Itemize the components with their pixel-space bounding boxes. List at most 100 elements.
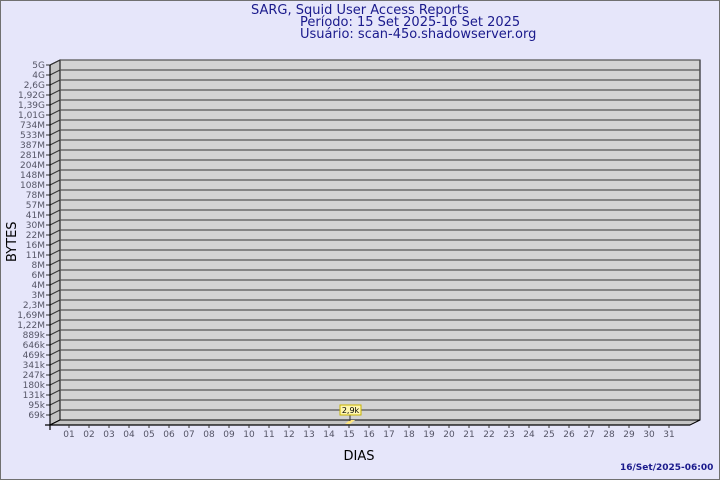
- x-tick-label: 21: [463, 430, 474, 440]
- y-tick-label: 8M: [32, 261, 46, 271]
- gridline-side: [49, 219, 61, 226]
- gridline-side: [49, 139, 61, 146]
- y-tick-label: 204M: [20, 161, 45, 171]
- x-tick-label: 18: [403, 430, 415, 440]
- y-tick-label: 734M: [20, 121, 45, 131]
- x-tick-label: 30: [643, 430, 655, 440]
- x-tick-label: 20: [443, 430, 455, 440]
- y-tick-label: 533M: [20, 131, 45, 141]
- y-tick-label: 387M: [20, 141, 45, 151]
- gridline-side: [49, 69, 61, 76]
- gridline-side: [49, 249, 61, 256]
- y-tick-label: 148M: [20, 171, 45, 181]
- y-tick-label: 57M: [26, 201, 45, 211]
- y-tick-label: 95k: [28, 401, 45, 411]
- gridline-side: [49, 339, 61, 346]
- gridline-side: [49, 89, 61, 96]
- y-tick-label: 6M: [32, 271, 46, 281]
- y-tick-label: 2,3M: [23, 301, 45, 311]
- x-tick-label: 16: [363, 430, 375, 440]
- gridline-side: [49, 189, 61, 196]
- y-tick-label: 1,01G: [18, 111, 45, 121]
- x-tick-label: 23: [503, 430, 514, 440]
- x-tick-label: 26: [563, 430, 575, 440]
- x-tick-label: 09: [223, 430, 235, 440]
- footer-date: 16/Set/2025-06:00: [620, 463, 714, 473]
- x-tick-label: 10: [243, 430, 255, 440]
- y-tick-label: 889k: [23, 331, 46, 341]
- bar-label-box: [339, 404, 362, 416]
- y-tick-label: 646k: [23, 341, 46, 351]
- plot-floor: [49, 419, 701, 426]
- y-tick-label: 281M: [20, 151, 45, 161]
- x-tick-label: 17: [383, 430, 394, 440]
- y-tick-label: 1,22M: [17, 321, 45, 331]
- gridline-side: [49, 329, 61, 336]
- x-tick-label: 07: [183, 430, 194, 440]
- gridline-side: [49, 99, 61, 106]
- y-tick-label: 1,39G: [18, 101, 45, 111]
- x-tick-label: 01: [63, 430, 74, 440]
- x-tick-label: 06: [163, 430, 175, 440]
- x-tick-label: 28: [603, 430, 615, 440]
- bar-value-label: 2,9k: [342, 406, 360, 415]
- y-tick-label: 41M: [26, 211, 45, 221]
- y-tick-label: 108M: [20, 181, 45, 191]
- x-tick-label: 29: [623, 430, 635, 440]
- x-tick-label: 11: [263, 430, 274, 440]
- gridline-side: [49, 239, 61, 246]
- y-tick-label: 78M: [26, 191, 45, 201]
- gridline-side: [49, 159, 61, 166]
- x-axis-label: DIAS: [344, 449, 375, 464]
- x-tick-label: 27: [583, 430, 594, 440]
- gridline-side: [49, 319, 61, 326]
- x-tick-label: 22: [483, 430, 494, 440]
- chart-user: Usuário: scan-45o.shadowserver.org: [300, 27, 537, 42]
- y-tick-label: 4G: [32, 71, 45, 81]
- gridline-side: [49, 79, 61, 86]
- gridline-side: [49, 269, 61, 276]
- x-tick-label: 25: [543, 430, 554, 440]
- y-tick-label: 22M: [26, 231, 45, 241]
- gridline-side: [49, 259, 61, 266]
- x-tick-label: 05: [143, 430, 154, 440]
- x-tick-label: 02: [83, 430, 94, 440]
- gridline-side: [49, 149, 61, 156]
- gridline-side: [49, 299, 61, 306]
- gridline-side: [49, 359, 61, 366]
- gridline-side: [49, 169, 61, 176]
- y-tick-label: 1,69M: [17, 311, 45, 321]
- gridline-side: [49, 119, 61, 126]
- gridline-side: [49, 289, 61, 296]
- gridline-side: [49, 349, 61, 356]
- y-tick-label: 30M: [26, 221, 45, 231]
- gridline-side: [49, 109, 61, 116]
- y-tick-label: 2,6G: [24, 81, 45, 91]
- bar-day-15: [345, 420, 355, 424]
- x-tick-label: 15: [343, 430, 354, 440]
- y-tick-label: 1,92G: [18, 91, 45, 101]
- gridline-side: [49, 369, 61, 376]
- x-tick-label: 04: [123, 430, 135, 440]
- y-tick-label: 469k: [23, 351, 46, 361]
- y-tick-label: 69k: [28, 411, 45, 421]
- x-tick-label: 03: [103, 430, 114, 440]
- gridline-side: [49, 389, 61, 396]
- gridline-side: [49, 399, 61, 406]
- gridline-side: [49, 179, 61, 186]
- y-tick-label: 247k: [23, 371, 46, 381]
- y-tick-label: 341k: [23, 361, 46, 371]
- gridline-side: [49, 59, 61, 66]
- y-tick-label: 16M: [26, 241, 45, 251]
- x-tick-label: 19: [423, 430, 435, 440]
- x-tick-label: 12: [283, 430, 294, 440]
- chart-period: Período: 15 Set 2025-16 Set 2025: [300, 15, 521, 30]
- y-tick-label: 5G: [32, 61, 45, 71]
- x-tick-label: 13: [303, 430, 314, 440]
- y-axis-label: BYTES: [5, 221, 20, 262]
- y-tick-label: 11M: [26, 251, 45, 261]
- gridline-side: [49, 229, 61, 236]
- gridline-side: [49, 209, 61, 216]
- x-tick-label: 08: [203, 430, 215, 440]
